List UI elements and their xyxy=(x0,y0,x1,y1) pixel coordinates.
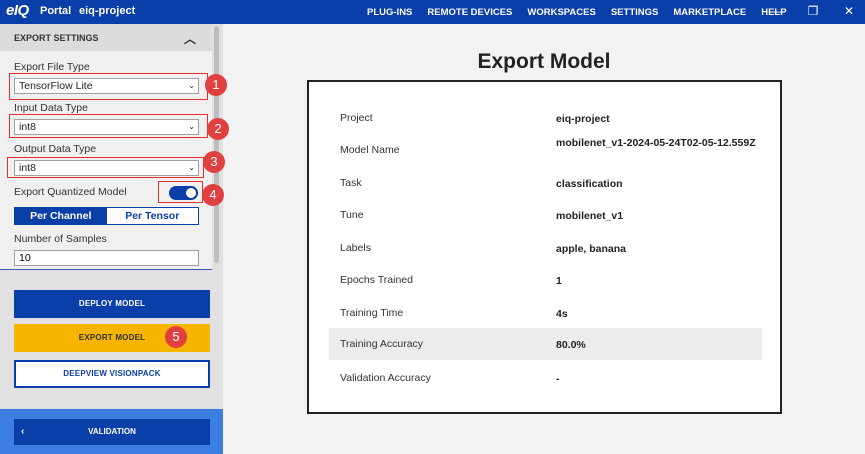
detail-value: eiq-project xyxy=(556,113,610,125)
validation-button[interactable]: ‹ VALIDATION xyxy=(14,419,210,445)
num-samples-label: Number of Samples xyxy=(14,233,107,245)
detail-row: Tune mobilenet_v1 xyxy=(329,209,762,225)
detail-row: Validation Accuracy - xyxy=(329,372,762,388)
nav-marketplace[interactable]: MARKETPLACE xyxy=(673,7,747,18)
export-file-type-label: Export File Type xyxy=(14,61,90,73)
detail-key: Labels xyxy=(340,242,371,254)
detail-row: Labels apple, banana xyxy=(329,242,762,258)
chevron-down-icon: ⌄ xyxy=(188,122,195,131)
detail-row: Project eiq-project xyxy=(329,112,762,128)
output-data-type-select[interactable]: int8 ⌄ xyxy=(14,160,199,176)
export-quantized-toggle[interactable] xyxy=(169,186,198,200)
detail-value: 1 xyxy=(556,275,562,287)
quantization-mode-toggle: Per Channel Per Tensor xyxy=(14,207,199,225)
detail-key: Model Name xyxy=(340,144,400,156)
export-settings-panel: EXPORT SETTINGS ︿ Export File Type Tenso… xyxy=(0,24,212,270)
detail-row: Task classification xyxy=(329,177,762,193)
export-file-type-select[interactable]: TensorFlow Lite ⌄ xyxy=(14,78,199,94)
eiq-logo[interactable]: eIQ xyxy=(6,2,29,19)
nav-plug-ins[interactable]: PLUG-INS xyxy=(367,7,413,18)
per-tensor-option[interactable]: Per Tensor xyxy=(106,208,198,224)
detail-key: Task xyxy=(340,177,362,189)
section-title: EXPORT SETTINGS xyxy=(14,32,99,43)
chevron-down-icon: ⌄ xyxy=(188,163,195,172)
detail-value: apple, banana xyxy=(556,243,627,255)
detail-value: mobilenet_v1 xyxy=(556,210,624,222)
detail-value: mobilenet_v1-2024-05-24T02-05-12.559Z xyxy=(556,137,756,149)
restore-icon[interactable]: ❐ xyxy=(807,4,819,18)
detail-key: Training Time xyxy=(340,307,404,319)
select-value: TensorFlow Lite xyxy=(19,80,93,92)
chevron-up-icon[interactable]: ︿ xyxy=(183,32,196,46)
nav-help[interactable]: HELP xyxy=(761,7,787,18)
detail-key: Tune xyxy=(340,209,364,221)
annotation-badge: 4 xyxy=(202,184,224,206)
detail-key: Epochs Trained xyxy=(340,274,413,286)
nav-workspaces[interactable]: WORKSPACES xyxy=(527,7,596,18)
detail-key: Validation Accuracy xyxy=(340,372,431,384)
detail-row: Epochs Trained 1 xyxy=(329,274,762,290)
detail-row: Training Time 4s xyxy=(329,307,762,323)
select-value: int8 xyxy=(19,121,36,133)
window-controls: — ❐ ✕ xyxy=(771,4,855,18)
close-icon[interactable]: ✕ xyxy=(843,4,855,18)
output-data-type-label: Output Data Type xyxy=(14,143,97,155)
export-settings-header[interactable]: EXPORT SETTINGS ︿ xyxy=(0,24,212,51)
input-data-type-label: Input Data Type xyxy=(14,102,88,114)
portal-label: Portal xyxy=(40,5,72,17)
annotation-badge: 2 xyxy=(207,118,229,140)
input-data-type-select[interactable]: int8 ⌄ xyxy=(14,119,199,135)
detail-row: Model Name mobilenet_v1-2024-05-24T02-05… xyxy=(329,136,762,168)
export-quantized-label: Export Quantized Model xyxy=(14,186,127,198)
validation-label: VALIDATION xyxy=(88,427,136,436)
detail-value: 80.0% xyxy=(556,339,586,351)
minimize-icon[interactable]: — xyxy=(771,4,783,18)
detail-value: - xyxy=(556,373,560,385)
detail-key: Project xyxy=(340,112,373,124)
sidebar-scrollbar[interactable] xyxy=(214,26,219,263)
annotation-badge: 5 xyxy=(165,326,187,348)
chevron-down-icon: ⌄ xyxy=(188,81,195,90)
select-value: int8 xyxy=(19,162,36,174)
sidebar: EXPORT SETTINGS ︿ Export File Type Tenso… xyxy=(0,24,223,454)
detail-key: Training Accuracy xyxy=(340,338,424,350)
detail-row-highlighted: Training Accuracy 80.0% xyxy=(329,328,762,360)
project-name: eiq-project xyxy=(79,5,136,17)
model-details-card: Project eiq-project Model Name mobilenet… xyxy=(307,80,782,414)
deepview-visionpack-button[interactable]: DEEPVIEW VISIONPACK xyxy=(14,360,210,388)
chevron-left-icon: ‹ xyxy=(21,426,25,437)
per-channel-option[interactable]: Per Channel xyxy=(15,208,107,224)
deploy-model-button[interactable]: DEPLOY MODEL xyxy=(14,290,210,318)
num-samples-input[interactable]: 10 xyxy=(14,250,199,266)
top-bar: eIQ Portal eiq-project PLUG-INS REMOTE D… xyxy=(0,0,865,24)
nav-settings[interactable]: SETTINGS xyxy=(610,7,659,18)
detail-value: 4s xyxy=(556,308,568,320)
annotation-badge: 3 xyxy=(203,151,225,173)
top-nav: PLUG-INS REMOTE DEVICES WORKSPACES SETTI… xyxy=(367,7,802,18)
detail-value: classification xyxy=(556,178,623,190)
page-title: Export Model xyxy=(477,50,611,73)
nav-remote-devices[interactable]: REMOTE DEVICES xyxy=(427,7,513,18)
annotation-badge: 1 xyxy=(205,74,227,96)
